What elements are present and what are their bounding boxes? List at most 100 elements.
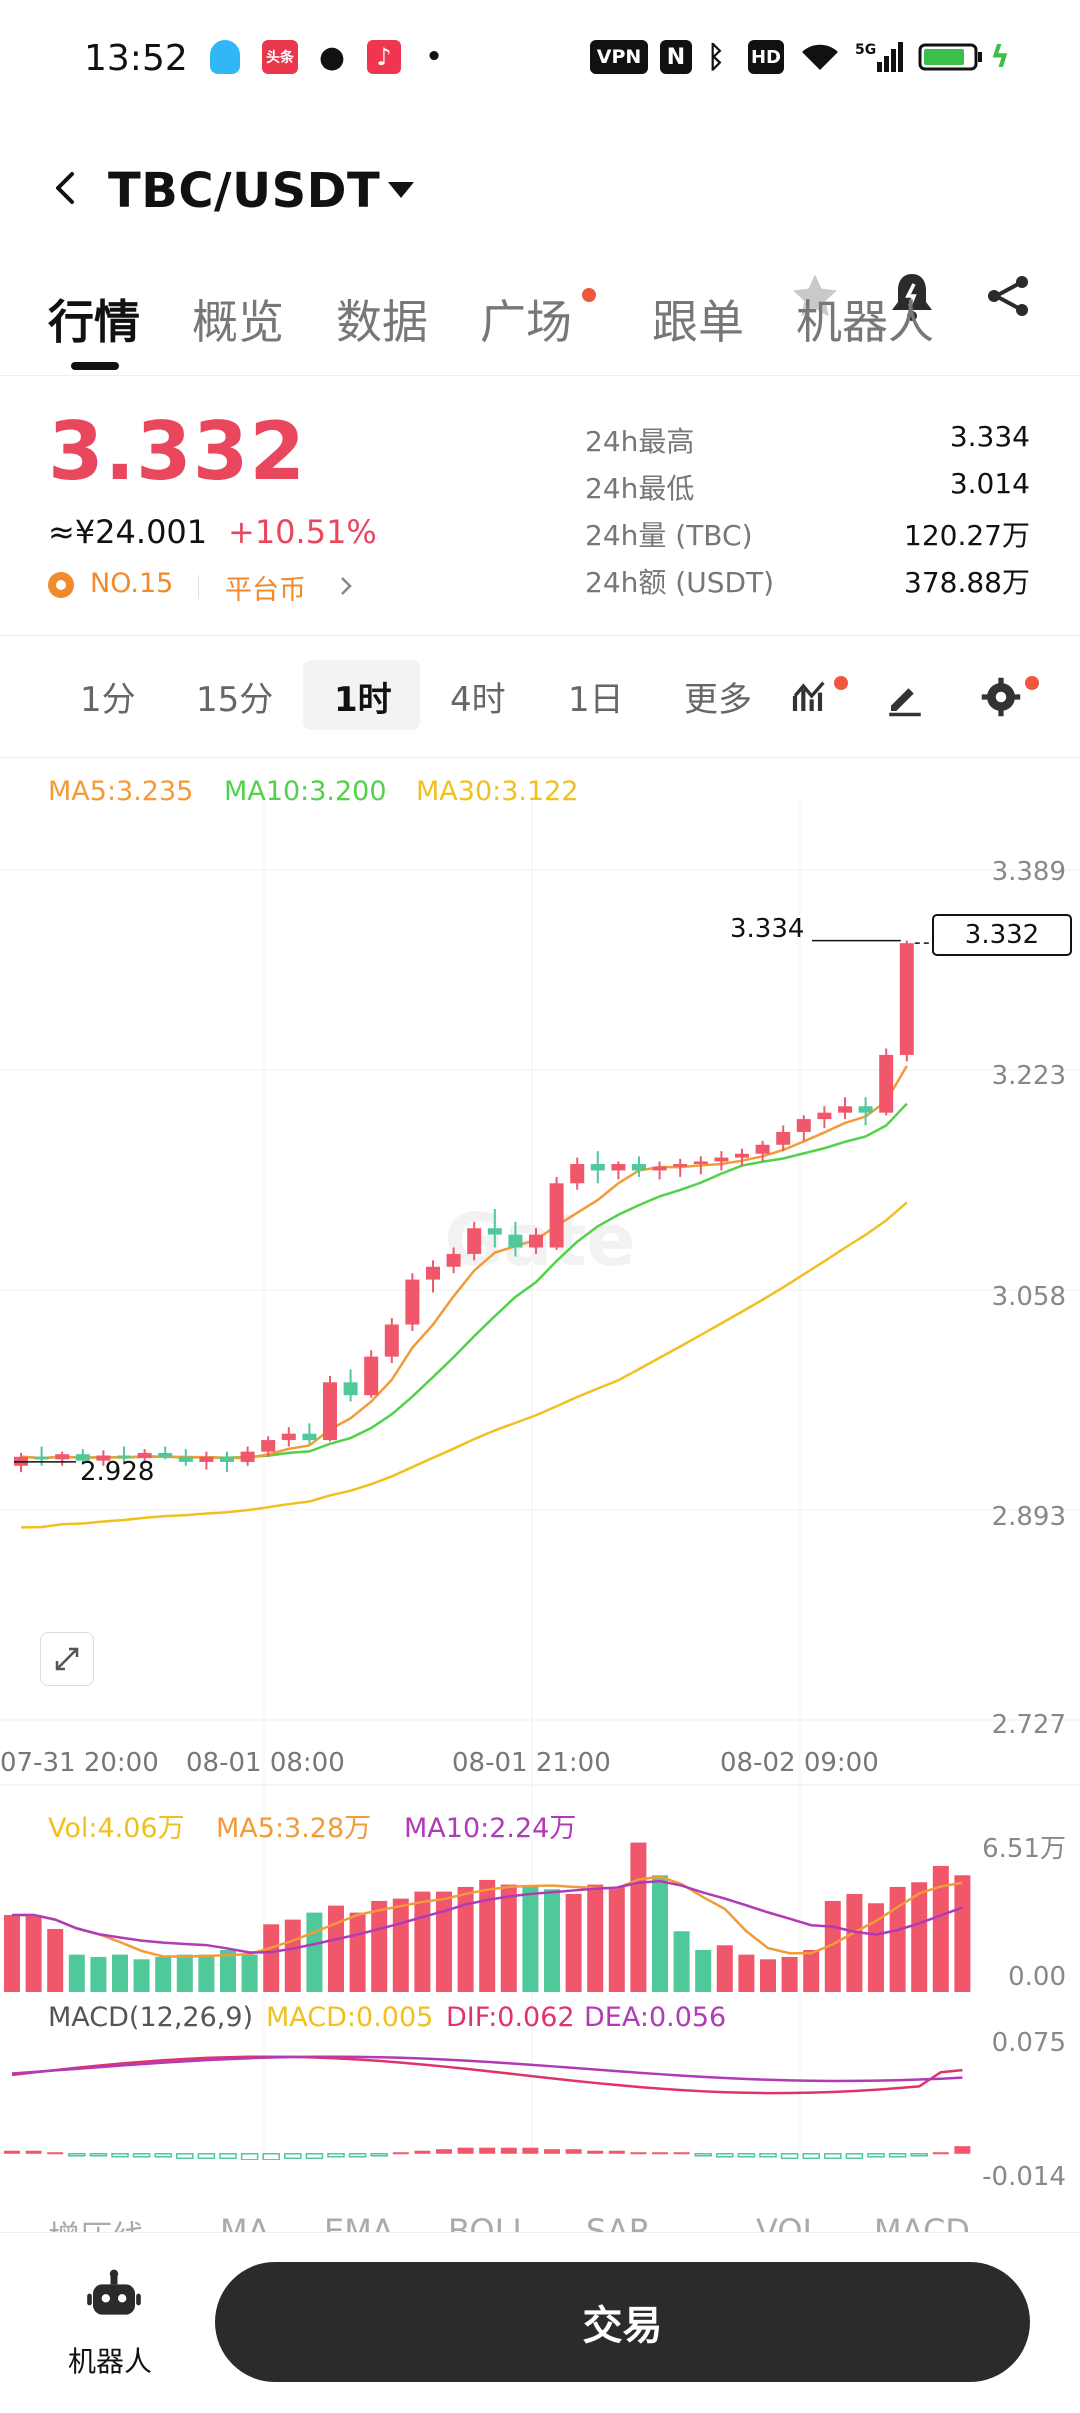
- back-arrow-icon[interactable]: [48, 170, 84, 206]
- macd-bar: [176, 2153, 194, 2160]
- volume-bar: [652, 1875, 668, 1992]
- ma10-legend: MA10:3.200: [224, 776, 387, 807]
- macd-bar: [716, 2153, 734, 2158]
- stat-label: 24h额 (USDT): [585, 566, 775, 599]
- qq-icon: [210, 40, 240, 74]
- draw-pen-icon[interactable]: [884, 676, 926, 718]
- toutiao-icon: 头条: [262, 40, 298, 74]
- interval-15m[interactable]: 15分: [196, 680, 274, 720]
- macd-bar: [68, 2153, 86, 2157]
- pair-dropdown-icon[interactable]: [388, 182, 414, 198]
- volume-bar: [932, 1865, 949, 1992]
- divider: [198, 575, 199, 599]
- trade-button[interactable]: 交易: [215, 2262, 1030, 2382]
- macd-bar: [305, 2153, 324, 2160]
- interval-more[interactable]: 更多: [684, 680, 752, 720]
- dea-line: [11, 2055, 963, 2083]
- candle: [796, 1119, 811, 1132]
- macd-bar: [219, 2153, 237, 2160]
- macd-bar: [802, 2153, 820, 2160]
- volume-bar: [112, 1954, 128, 1992]
- candle: [673, 1164, 688, 1167]
- 5g-signal-icon: 5G: [855, 40, 903, 74]
- volume-bar: [155, 1956, 172, 1992]
- status-bar: 13:52 头条 ● ♪ • VPN N ᛒ HD 5G ϟ: [0, 0, 1080, 125]
- volume-bar: [284, 1919, 301, 1992]
- volume-bar: [738, 1954, 755, 1992]
- indicator-icon[interactable]: [790, 676, 830, 716]
- vol-ma10-line: [12, 1879, 963, 1954]
- time-axis-tick: 08-01 21:00: [452, 1748, 611, 1778]
- macd-bar: [522, 2147, 539, 2154]
- active-tab-indicator: [71, 362, 119, 370]
- interval-4h[interactable]: 4时: [450, 680, 506, 720]
- volume-bar: [414, 1891, 431, 1992]
- stat-value: 120.27万: [904, 519, 1030, 552]
- chevron-right-icon[interactable]: [336, 574, 356, 598]
- macd-bar: [348, 2153, 367, 2158]
- volume-bar: [954, 1875, 971, 1992]
- charging-icon: ϟ: [990, 39, 1010, 75]
- macd-bar: [392, 2152, 409, 2155]
- candle: [281, 1433, 296, 1441]
- macd-bar: [111, 2153, 129, 2158]
- stat-value: 3.334: [949, 420, 1030, 453]
- settings-gear-icon[interactable]: [980, 676, 1022, 718]
- kline-chart[interactable]: Gate: [0, 760, 1080, 2160]
- volume-bar: [392, 1898, 409, 1992]
- candle: [570, 1164, 585, 1184]
- macd-bar: [240, 2153, 259, 2160]
- ma30-line: [20, 1201, 908, 1529]
- vpn-icon: VPN: [590, 40, 648, 74]
- wifi-icon: [798, 40, 842, 74]
- volume-bar: [522, 1886, 539, 1992]
- tab-copy-trade[interactable]: 跟单: [652, 295, 744, 349]
- macd-legend-value: MACD:0.005: [266, 2002, 434, 2033]
- macd-bar: [565, 2149, 582, 2154]
- candle: [261, 1440, 276, 1452]
- volume-bar: [4, 1914, 20, 1992]
- candle: [879, 1054, 894, 1113]
- candle: [117, 1455, 131, 1459]
- volume-bar: [263, 1924, 280, 1992]
- share-icon[interactable]: [984, 272, 1032, 320]
- rank-icon: [48, 572, 74, 598]
- notification-dot: [834, 676, 848, 690]
- volume-bar: [608, 1886, 625, 1992]
- macd-bar: [587, 2150, 604, 2154]
- interval-1h[interactable]: 1时: [334, 680, 392, 720]
- platform-coin-tag[interactable]: 平台币: [225, 575, 306, 606]
- candle: [34, 1456, 49, 1460]
- tab-data[interactable]: 数据: [336, 295, 428, 349]
- macd-bar: [652, 2152, 668, 2155]
- alert-bell-icon[interactable]: [888, 270, 936, 324]
- interval-1m[interactable]: 1分: [80, 680, 136, 720]
- macd-axis-tick: -0.014: [982, 2162, 1066, 2192]
- candle: [199, 1456, 214, 1462]
- robot-icon[interactable]: [86, 2268, 142, 2324]
- candle: [302, 1433, 317, 1441]
- price-axis-tick: 3.058: [991, 1282, 1066, 1312]
- candle: [508, 1234, 523, 1248]
- tab-overview[interactable]: 概览: [192, 295, 284, 349]
- volume-bar: [47, 1928, 64, 1992]
- dif-legend: DIF:0.062: [446, 2002, 575, 2033]
- volume-bar: [198, 1954, 215, 1992]
- macd-bar: [89, 2153, 108, 2157]
- robot-label[interactable]: 机器人: [68, 2345, 153, 2378]
- tab-bots[interactable]: 机器人: [796, 295, 934, 349]
- low-price-label: 2.928: [80, 1457, 155, 1487]
- hd-icon: HD: [748, 40, 784, 74]
- pair-title[interactable]: TBC/USDT: [108, 163, 381, 219]
- interval-1d[interactable]: 1日: [568, 680, 624, 720]
- macd-bar: [327, 2153, 345, 2158]
- expand-chart-button[interactable]: [40, 1632, 94, 1686]
- volume-bar: [90, 1956, 107, 1992]
- tab-square[interactable]: 广场: [480, 295, 572, 349]
- candle: [55, 1454, 70, 1460]
- tab-market[interactable]: 行情: [48, 295, 140, 349]
- macd-bar: [436, 2149, 452, 2154]
- star-icon[interactable]: [788, 270, 842, 324]
- vol-ma10-legend: MA10:2.24万: [404, 1813, 577, 1844]
- volume-bar: [760, 1959, 776, 1992]
